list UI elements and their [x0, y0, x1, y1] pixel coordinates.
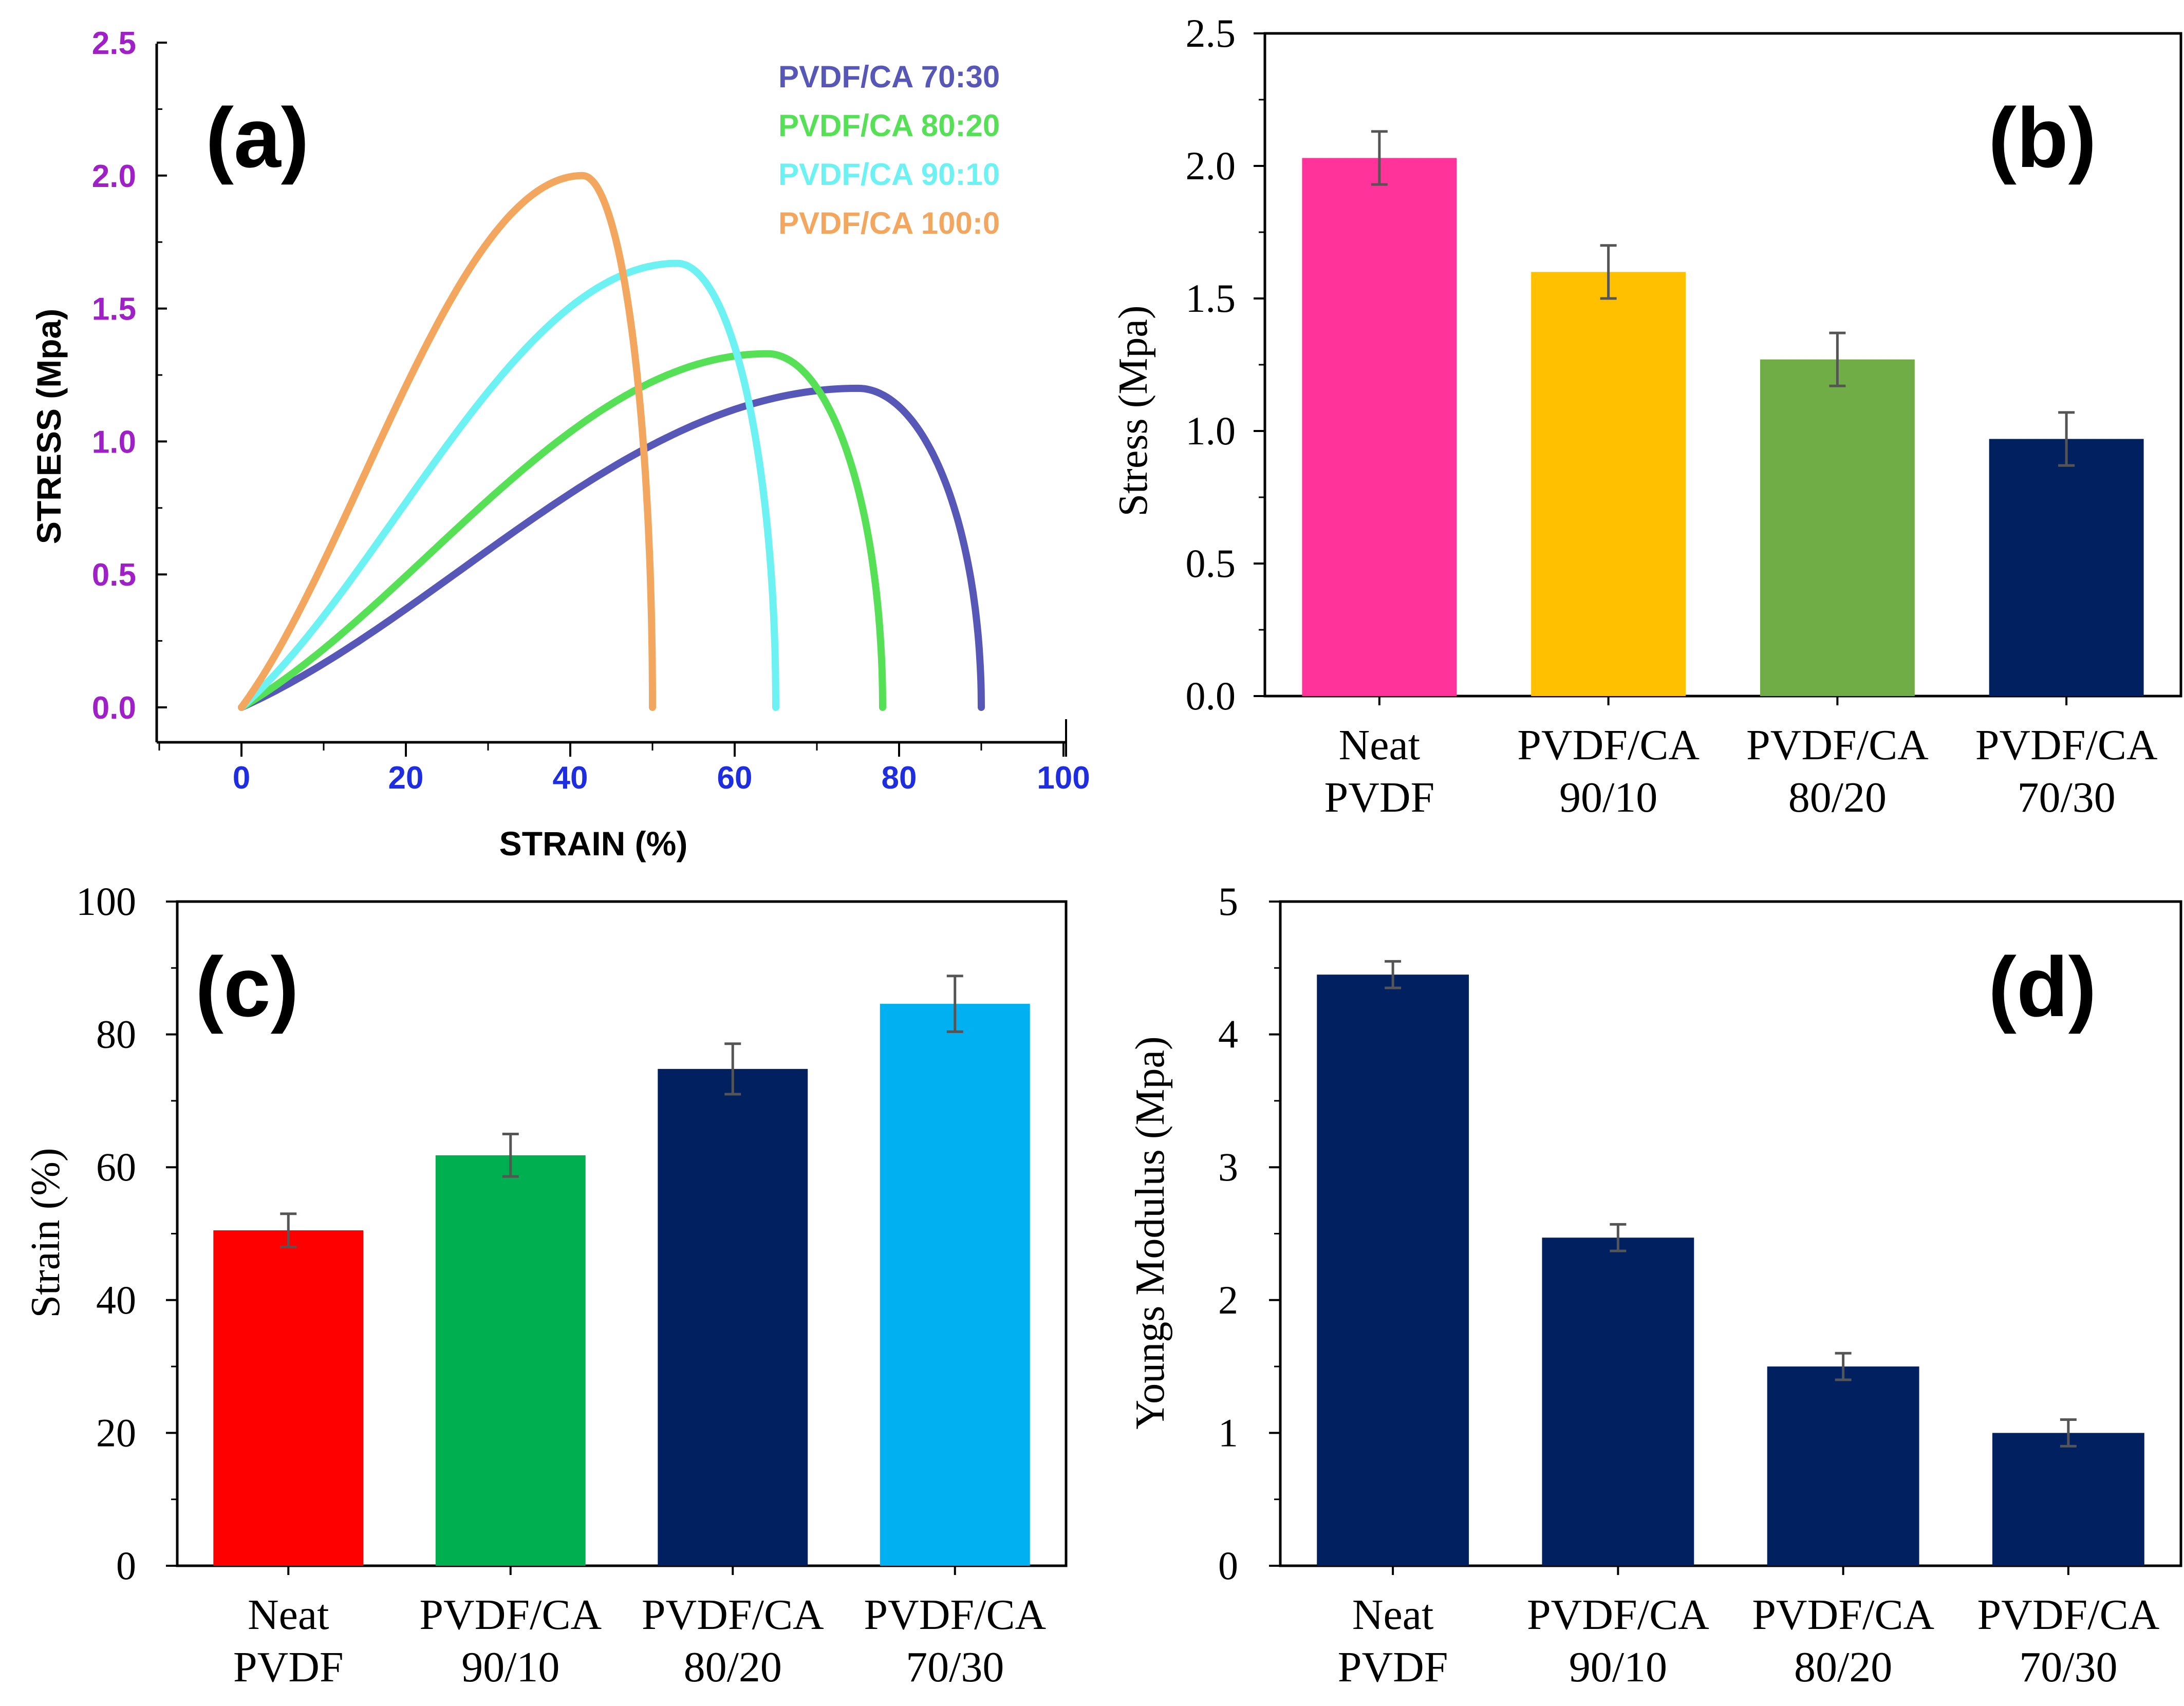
- panel-b-bar: [1760, 359, 1915, 696]
- a-series-line: [238, 350, 886, 711]
- a-y-tick-label: 1.0: [92, 424, 136, 460]
- panel-c-category-label-line1: PVDF/CA: [419, 1591, 602, 1639]
- panel-b-y-tick-label: 2.5: [1186, 11, 1236, 55]
- a-legend-entry: PVDF/CA 90:10: [778, 157, 1000, 192]
- a-series-line: [238, 259, 779, 711]
- panel-c-y-tick-label: 100: [76, 879, 136, 924]
- panel-d-y-tick-label: 0: [1218, 1543, 1238, 1588]
- a-y-tick-label: 2.5: [92, 26, 136, 61]
- a-x-tick-label: 0: [233, 760, 250, 796]
- panel-c-y-axis-label: Strain (%): [23, 1148, 68, 1318]
- panel-d-panel-label: (d): [1988, 940, 2097, 1034]
- a-legend-entry: PVDF/CA 80:20: [778, 108, 1000, 143]
- a-y-tick-label: 2.0: [92, 159, 136, 194]
- panel-b-y-tick-label: 0.5: [1186, 541, 1236, 586]
- panel-d-bar: [1767, 1366, 1919, 1566]
- panel-d-category-label-line1: PVDF/CA: [1527, 1591, 1709, 1639]
- panel-a-stress-strain-chart: 0.0 0.5 1.0 1.5 2.0 2.5 0 20 40 60 80 100 STRAIN (%)…: [30, 26, 1090, 863]
- panel-b-category-label-line1: PVDF/CA: [1975, 721, 2158, 769]
- panel-b-category-label-line2: 80/20: [1788, 774, 1887, 821]
- panel-c-category-label-line2: PVDF: [233, 1643, 344, 1691]
- panel-b-category-label-line1: PVDF/CA: [1517, 721, 1700, 769]
- a-y-axis-label: STRESS (Mpa): [30, 309, 68, 544]
- a-legend-entry: PVDF/CA 100:0: [778, 206, 1000, 240]
- panel-c-y-tick-label: 60: [96, 1145, 136, 1189]
- panel-c-y-tick-label: 40: [96, 1278, 136, 1322]
- a-x-tick-label: 40: [553, 760, 588, 796]
- a-x-tick-label: 60: [717, 760, 753, 796]
- panel-c-bar: [880, 1004, 1030, 1566]
- panel-d-category-label-line2: PVDF: [1338, 1643, 1448, 1691]
- panel-b-bar: [1989, 439, 2144, 696]
- panel-b-category-label-line2: 90/10: [1559, 774, 1657, 821]
- panel-c-bar: [435, 1155, 586, 1566]
- panel-c-category-label-line2: 80/20: [684, 1643, 782, 1691]
- panel-d-category-label-line1: Neat: [1352, 1591, 1434, 1639]
- panel-b-y-tick-label: 2.0: [1186, 143, 1236, 188]
- panel-b-bar: [1531, 272, 1686, 696]
- panel-d-y-tick-label: 5: [1218, 879, 1238, 924]
- panel-d-category-label-line1: PVDF/CA: [1752, 1591, 1934, 1639]
- a-legend-entry: PVDF/CA 70:30: [778, 60, 1000, 94]
- a-panel-label: (a): [206, 90, 309, 185]
- a-y-tick-label: 1.5: [92, 292, 136, 327]
- a-series-line: [238, 172, 656, 711]
- panel-b-category-label-line2: 70/30: [2017, 774, 2115, 821]
- panel-c-panel-label: (c): [195, 940, 299, 1034]
- a-y-tick-label: 0.5: [92, 557, 136, 593]
- panel-c-y-tick-label: 0: [116, 1543, 136, 1588]
- panel-c-category-label-line1: PVDF/CA: [864, 1591, 1046, 1639]
- panel-b-y-tick-label: 1.5: [1186, 276, 1236, 321]
- panel-b-y-axis-label: Stress (Mpa): [1111, 305, 1156, 516]
- panel-d-category-label-line2: 80/20: [1794, 1643, 1892, 1691]
- a-y-tick-label: 0.0: [92, 690, 136, 726]
- panel-c-category-label-line1: PVDF/CA: [642, 1591, 824, 1639]
- panel-d-bar: [1992, 1433, 2144, 1566]
- panel-c-y-tick-label: 20: [96, 1410, 136, 1455]
- panel-d-y-tick-label: 3: [1218, 1145, 1238, 1189]
- panel-c-category-label-line2: 90/10: [461, 1643, 559, 1691]
- panel-b-y-tick-label: 1.0: [1186, 408, 1236, 453]
- panel-d-y-tick-label: 4: [1218, 1012, 1238, 1057]
- panel-d-y-axis-label: Youngs Modulus (Mpa): [1128, 1036, 1173, 1429]
- panel-b-category-label-line1: Neat: [1339, 721, 1421, 769]
- panel-d-category-label-line1: PVDF/CA: [1977, 1591, 2159, 1639]
- panel-d-y-tick-label: 2: [1218, 1278, 1238, 1322]
- panel-d-bar: [1317, 974, 1469, 1566]
- panel-c-y-tick-label: 80: [96, 1012, 136, 1057]
- a-series-line: [238, 384, 985, 711]
- panel-b-panel-label: (b): [1988, 90, 2097, 185]
- panel-c-category-label-line2: 70/30: [906, 1643, 1004, 1691]
- panel-d-category-label-line2: 90/10: [1569, 1643, 1667, 1691]
- panel-b-bar: [1302, 158, 1457, 696]
- a-x-tick-label: 100: [1037, 760, 1090, 796]
- panel-b-y-tick-label: 0.0: [1186, 673, 1236, 718]
- a-x-tick-label: 80: [882, 760, 917, 796]
- panel-c-bar: [658, 1068, 808, 1566]
- panel-c-category-label-line1: Neat: [248, 1591, 329, 1639]
- a-x-axis-label: STRAIN (%): [499, 824, 688, 863]
- a-x-tick-label: 20: [388, 760, 424, 796]
- panel-c-bar: [213, 1230, 364, 1566]
- panel-d-category-label-line2: 70/30: [2019, 1643, 2117, 1691]
- panel-b-category-label-line2: PVDF: [1324, 774, 1434, 821]
- panel-b-category-label-line1: PVDF/CA: [1746, 721, 1929, 769]
- panel-d-y-tick-label: 1: [1218, 1410, 1238, 1455]
- panel-b-stress-bar-chart: 0.0 0.5 1.0 1.5 2.0 2.5 Stress (Mpa) Neat PVDF PV…: [1111, 11, 2182, 821]
- panel-d-bar: [1542, 1238, 1694, 1566]
